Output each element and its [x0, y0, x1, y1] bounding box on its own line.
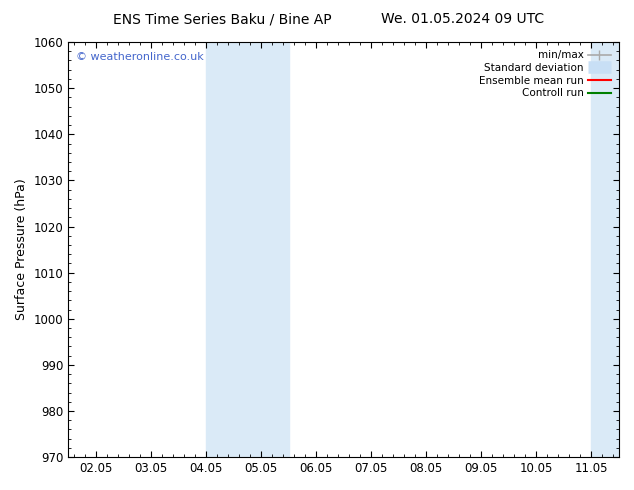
Bar	[206, 42, 288, 457]
Text: We. 01.05.2024 09 UTC: We. 01.05.2024 09 UTC	[381, 12, 545, 26]
Bar	[592, 42, 619, 457]
Legend: min/max, Standard deviation, Ensemble mean run, Controll run: min/max, Standard deviation, Ensemble me…	[476, 47, 614, 101]
Y-axis label: Surface Pressure (hPa): Surface Pressure (hPa)	[15, 179, 28, 320]
Text: © weatheronline.co.uk: © weatheronline.co.uk	[77, 52, 204, 62]
Text: ENS Time Series Baku / Bine AP: ENS Time Series Baku / Bine AP	[113, 12, 331, 26]
